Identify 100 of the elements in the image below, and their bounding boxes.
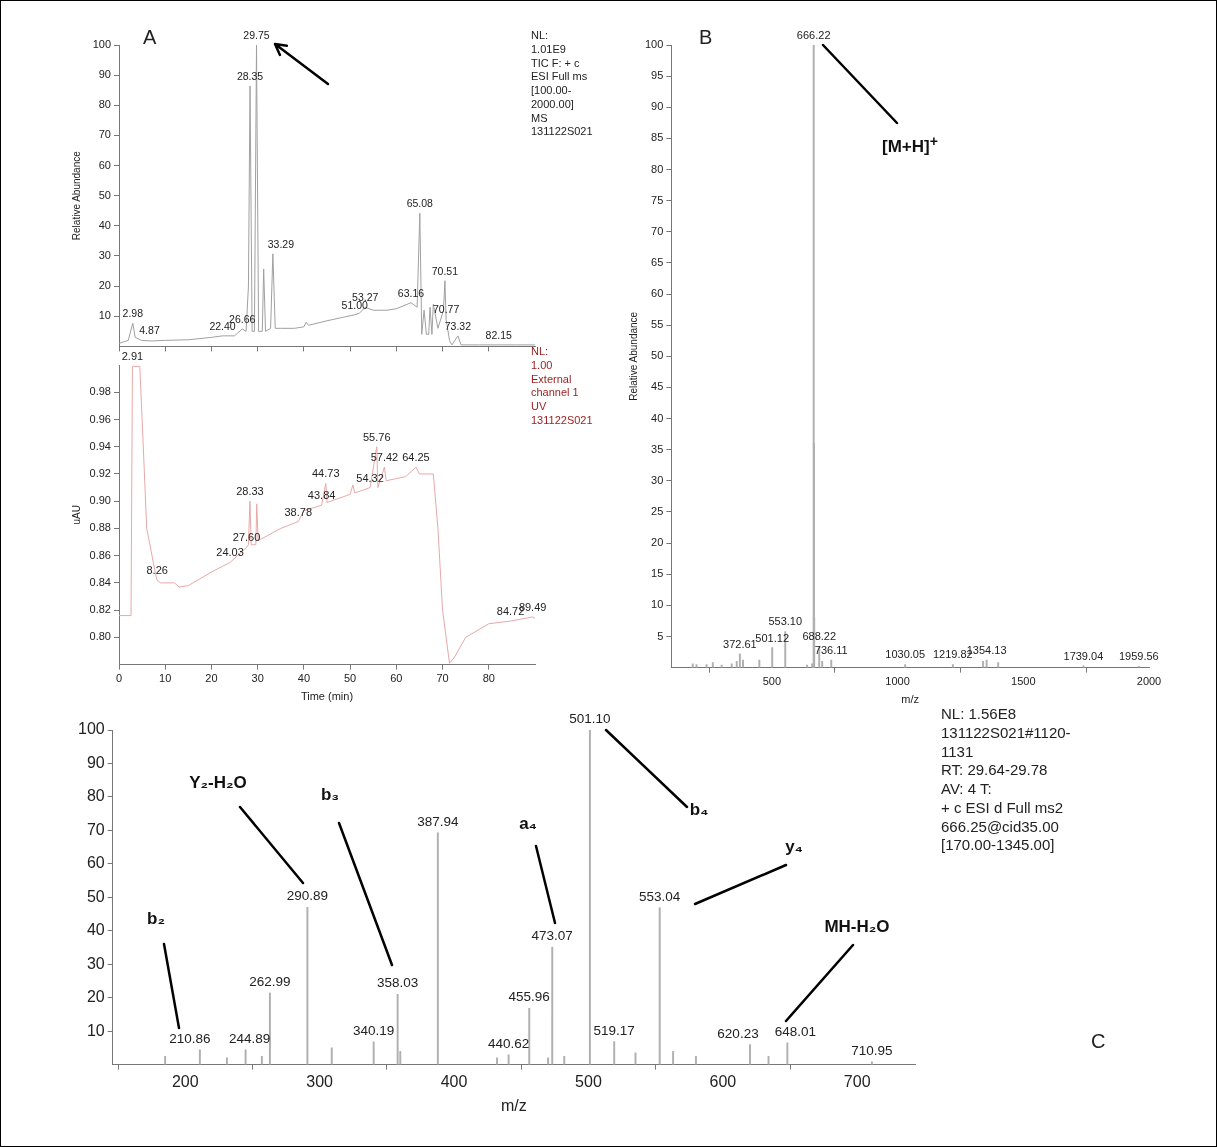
y-tick-label: 70: [651, 224, 664, 237]
annotation: B: [699, 25, 713, 50]
y-tick-label: 20: [86, 988, 105, 1006]
x-tick-label: 500: [762, 675, 782, 688]
annotation: 64.25: [402, 451, 430, 464]
annotation: 70.77: [432, 303, 460, 316]
annotation: b₂: [147, 909, 165, 929]
annotation: 648.01: [774, 1023, 816, 1039]
y-tick-label: 0.88: [89, 521, 111, 534]
y-tick-label: 60: [86, 854, 105, 872]
y-tick-label: 55: [651, 318, 664, 331]
y-axis-title: uAU: [70, 505, 82, 525]
y-axis-title: Relative Abundance: [627, 311, 639, 401]
y-tick-label: 40: [651, 411, 664, 424]
y-tick-label: 80: [651, 162, 664, 175]
annotation: 2.98: [122, 307, 143, 320]
annotation: 358.03: [376, 975, 419, 991]
y-tick-label: 0.92: [89, 466, 111, 479]
y-tick-label: 85: [651, 131, 664, 144]
y-tick-label: 100: [77, 720, 105, 738]
annotation: 688.22: [802, 630, 837, 643]
y-tick-label: 50: [98, 188, 111, 201]
annotation: 29.75: [243, 29, 270, 41]
annotation: A: [143, 25, 157, 50]
y-tick-label: 0.94: [89, 439, 111, 452]
x-tick-label: 60: [390, 672, 403, 685]
annotation: [M+H]$^{+}$: [882, 132, 938, 158]
x-tick-label: 300: [306, 1072, 334, 1090]
annotation: 73.32: [444, 319, 472, 332]
annotation: y₄: [785, 837, 803, 857]
y-tick-label: 65: [651, 255, 664, 268]
annotation: 620.23: [717, 1025, 759, 1041]
x-tick-label: 20: [205, 672, 218, 685]
y-tick-label: 0.90: [89, 494, 111, 507]
y-tick-label: 45: [651, 380, 664, 393]
y-tick-label: 95: [651, 69, 664, 82]
y-tick-label: 15: [651, 567, 664, 580]
annotation: a₄: [519, 814, 537, 834]
x-tick-label: 0: [115, 672, 123, 685]
x-tick-label: 10: [159, 672, 172, 685]
x-tick-label: 2000: [1136, 675, 1162, 688]
y-tick-label: 70: [86, 820, 105, 838]
annotation: 244.89: [228, 1030, 271, 1046]
annotation: 27.60: [232, 531, 261, 544]
annotation: 28.33: [236, 485, 264, 498]
annotation: 387.94: [417, 813, 459, 829]
annotation: 4.87: [139, 324, 160, 337]
x-tick-label: 1000: [885, 675, 910, 688]
y-tick-label: 0.80: [89, 630, 111, 643]
y-tick-label: 0.84: [89, 575, 111, 588]
y-tick-label: 35: [651, 442, 664, 455]
y-tick-label: 0.86: [89, 548, 111, 561]
y-tick-label: 10: [651, 598, 664, 611]
y-tick-label: 40: [98, 218, 111, 231]
y-tick-label: 50: [651, 349, 664, 362]
annotation: Y₂-H₂O: [189, 773, 247, 793]
annotation: 440.62: [487, 1035, 530, 1051]
x-axis-title: Time (min): [300, 690, 354, 703]
annotation: 501.12: [755, 631, 790, 644]
y-tick-label: 10: [86, 1021, 105, 1039]
y-tick-label: 70: [98, 128, 111, 141]
x-tick-label: 400: [440, 1072, 468, 1090]
x-tick-label: 30: [251, 672, 264, 685]
y-tick-label: 10: [98, 309, 111, 322]
y-tick-label: 30: [98, 249, 111, 262]
annotation: b₃: [320, 785, 340, 805]
annotation: 736.11: [814, 644, 848, 657]
y-axis-title: Relative Abundance: [70, 150, 82, 241]
annotation: 473.07: [531, 928, 573, 944]
y-tick-label: 30: [86, 954, 105, 972]
x-axis-title: m/z: [901, 693, 920, 706]
annotation: 340.19: [353, 1022, 395, 1038]
y-tick-label: 100: [92, 38, 111, 51]
y-tick-label: 60: [651, 287, 664, 300]
annotation: 666.22: [796, 29, 831, 41]
annotation: 262.99: [249, 973, 291, 989]
annotation: b₄: [689, 800, 709, 820]
text: C: [1091, 1029, 1106, 1054]
annotation: 28.35: [236, 69, 264, 82]
annotation: 372.61: [723, 637, 757, 650]
annotation: NL: 1.00 External channel 1 UV 131122S021: [531, 345, 593, 428]
x-tick-label: 40: [297, 672, 311, 685]
y-tick-label: 75: [651, 193, 664, 206]
annotation: 1739.04: [1063, 649, 1104, 662]
y-tick-label: 90: [651, 100, 664, 113]
y-tick-label: 5: [657, 629, 664, 642]
annotation: 455.96: [508, 989, 550, 1005]
x-tick-label: 80: [482, 672, 495, 685]
x-axis-title: m/z: [500, 1096, 527, 1114]
y-tick-label: 60: [98, 158, 111, 171]
annotation: 43.84: [307, 489, 336, 502]
annotation: 1959.56: [1118, 650, 1159, 663]
y-tick-label: 0.96: [89, 412, 111, 425]
y-tick-label: 20: [651, 536, 664, 549]
annotation: 33.29: [267, 237, 294, 250]
annotation: 2.91: [121, 350, 144, 363]
annotation: 519.17: [593, 1022, 635, 1038]
annotation: 54.32: [356, 471, 384, 484]
y-tick-label: 80: [86, 787, 105, 805]
y-tick-label: 0.82: [89, 603, 111, 616]
